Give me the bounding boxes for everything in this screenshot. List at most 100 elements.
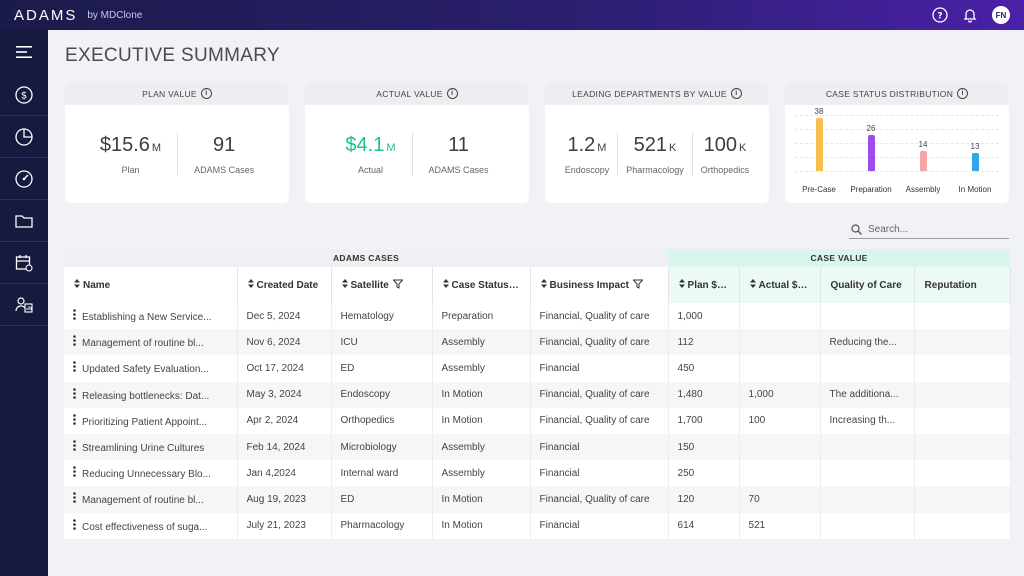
page-title: EXECUTIVE SUMMARY: [65, 45, 280, 66]
row-menu-icon[interactable]: [73, 492, 76, 506]
table-row[interactable]: Reducing Unnecessary Blo... Jan 4,2024 Int…: [64, 460, 1011, 487]
table-row[interactable]: Management of routine bl... Aug 19, 2023 E…: [64, 486, 1011, 513]
table-cell: [914, 329, 1011, 356]
table-cell: 1,000: [739, 381, 821, 408]
sidebar-item-schedule[interactable]: [0, 242, 48, 284]
help-icon[interactable]: ?: [932, 7, 948, 23]
table-row[interactable]: Establishing a New Service... Dec 5, 2024…: [64, 303, 1011, 330]
table-cell: [914, 381, 1011, 408]
cases-table: ADAMS CASES CASE VALUE Name Created Date S…: [64, 249, 1011, 539]
cell-text: Establishing a New Service...: [82, 312, 212, 324]
column-header[interactable]: Actual $(K): [739, 267, 821, 303]
chart-bar[interactable]: [971, 152, 979, 171]
column-header[interactable]: Case Status: [432, 267, 531, 303]
row-menu-icon[interactable]: [73, 518, 76, 533]
row-menu-icon[interactable]: [73, 309, 76, 323]
department-unit: M: [597, 141, 607, 154]
row-menu-icon[interactable]: [73, 440, 76, 454]
brand-logo[interactable]: ADAMS: [14, 6, 78, 24]
sort-icon[interactable]: [678, 279, 685, 290]
sort-icon[interactable]: [247, 279, 254, 290]
cell-text: Microbiology: [340, 441, 397, 453]
user-avatar[interactable]: FN: [992, 6, 1010, 24]
sidebar-item-analytics[interactable]: [0, 116, 48, 158]
row-menu-icon[interactable]: [73, 466, 76, 480]
row-menu-icon[interactable]: [73, 361, 76, 375]
menu-toggle-button[interactable]: [0, 36, 48, 68]
cell-text: 150: [677, 441, 695, 453]
table-row[interactable]: Updated Safety Evaluation... Oct 17, 2024…: [64, 355, 1011, 382]
department-metric: 100 K Orthopedics: [693, 134, 758, 175]
table-cell: Pharmacology: [331, 512, 433, 539]
chart-data-label: 38: [814, 106, 824, 116]
info-icon[interactable]: i: [446, 88, 458, 99]
table-cell: 1,480: [668, 381, 740, 408]
group-header-case-value: CASE VALUE: [668, 249, 1011, 267]
table-cell: In Motion: [432, 381, 531, 408]
plan-count: 91: [212, 133, 236, 156]
sidebar-item-performance[interactable]: [0, 158, 48, 200]
bell-icon[interactable]: [962, 7, 978, 23]
table-cell: 1,000: [668, 303, 740, 330]
cell-text: Orthopedics: [340, 415, 395, 427]
filter-icon[interactable]: [392, 279, 404, 292]
sort-icon[interactable]: [341, 278, 348, 290]
plan-unit: M: [151, 141, 162, 154]
table-row[interactable]: Management of routine bl... Nov 6, 2024 IC…: [64, 329, 1011, 356]
chart-category-label: Pre-Case: [802, 185, 836, 194]
sidebar-item-financial[interactable]: $: [0, 74, 48, 116]
sidebar-item-cases[interactable]: [0, 200, 48, 242]
row-menu-icon[interactable]: [73, 414, 76, 428]
column-header[interactable]: Plan $(K): [668, 267, 740, 303]
table-row[interactable]: Streamlining Urine Cultures Feb 14, 2024 M…: [64, 433, 1011, 461]
table-cell: Financial, Quality of care: [530, 381, 669, 408]
sort-icon[interactable]: [74, 279, 80, 290]
chart-data-label: 13: [970, 141, 980, 151]
actual-value-card: ACTUAL VALUE i $4.1 M Actual 11 ADAMS Case…: [305, 82, 529, 203]
table-cell: [820, 355, 915, 382]
cell-text: Reducing Unnecessary Blo...: [82, 469, 211, 481]
table-cell: 112: [668, 329, 740, 356]
column-header[interactable]: Name: [64, 267, 238, 303]
cell-text: Prioritizing Patient Appoint...: [82, 416, 208, 428]
search-box: [849, 221, 1009, 239]
chart-bar[interactable]: [867, 134, 875, 171]
actual-unit: M: [386, 141, 396, 154]
table-cell: Establishing a New Service...: [64, 303, 238, 330]
table-cell: Management of routine bl...: [64, 486, 238, 513]
table-cell: 100: [739, 407, 821, 434]
table-cell: Increasing th...: [820, 407, 915, 434]
row-menu-icon[interactable]: [73, 335, 76, 349]
table-row[interactable]: Releasing bottlenecks: Dat... May 3, 2024…: [64, 381, 1011, 408]
chart-bar[interactable]: [815, 117, 823, 171]
filter-icon[interactable]: [632, 279, 644, 292]
department-value: 1.2: [567, 133, 596, 156]
info-icon[interactable]: i: [200, 88, 212, 99]
cell-text: In Motion: [441, 389, 483, 401]
grid-line: [795, 129, 999, 130]
top-bar: ADAMS by MDClone ? FN: [0, 0, 1024, 30]
table-row[interactable]: Cost effectiveness of suga... July 21, 20…: [64, 512, 1011, 539]
sidebar-item-reports[interactable]: [0, 284, 48, 326]
chart-bar[interactable]: [919, 151, 927, 171]
info-icon[interactable]: i: [730, 88, 742, 99]
column-header[interactable]: Reputation: [914, 267, 1011, 303]
column-header[interactable]: Business Impact: [530, 267, 669, 303]
sort-icon[interactable]: [749, 279, 756, 290]
column-header[interactable]: Quality of Care: [820, 267, 915, 303]
column-header[interactable]: Satellite: [331, 267, 433, 303]
sort-icon[interactable]: [540, 278, 547, 290]
table-cell: [820, 460, 915, 487]
cell-text: Financial: [539, 520, 580, 532]
filter-icon[interactable]: [512, 279, 524, 292]
column-header[interactable]: Created Date: [237, 267, 332, 303]
table-cell: Updated Safety Evaluation...: [64, 355, 238, 382]
table-cell: Financial, Quality of care: [530, 486, 669, 513]
table-cell: Assembly: [432, 460, 531, 487]
search-input[interactable]: [868, 224, 998, 235]
table-row[interactable]: Prioritizing Patient Appoint... Apr 2, 20…: [64, 407, 1011, 434]
info-icon[interactable]: i: [957, 88, 969, 99]
cell-text: In Motion: [441, 415, 483, 427]
row-menu-icon[interactable]: [73, 387, 76, 402]
sort-icon[interactable]: [442, 278, 449, 290]
